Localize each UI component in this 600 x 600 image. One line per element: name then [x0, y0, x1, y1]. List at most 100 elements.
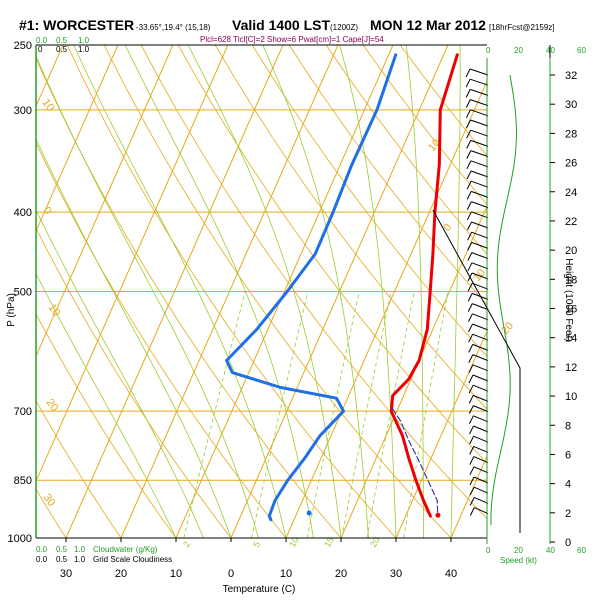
moist-adiabat-15 — [124, 45, 314, 538]
surface-point — [306, 510, 312, 516]
cloudwater-label: Cloudwater (g/Kg) — [93, 545, 158, 554]
mixing-ratio-2 — [183, 291, 246, 538]
wind-barb-flag — [469, 486, 475, 496]
pressure-tick-250: 250 — [14, 40, 32, 52]
mixing-ratio-label: 5 — [251, 540, 262, 549]
isotherm--30 — [65, 45, 284, 538]
bottom-gc-1: 0.5 — [56, 555, 68, 564]
height-tick-label: 14 — [565, 333, 577, 345]
wind-barb — [472, 354, 489, 362]
height-tick-label: 0 — [565, 537, 571, 549]
mixing-ratio-20 — [366, 291, 415, 538]
wind-barb — [471, 211, 489, 219]
surface-point — [435, 512, 441, 518]
top-green-0: 0.0 — [36, 36, 48, 45]
temp-tick-label: 30 — [60, 568, 72, 580]
y-axis-label: P (hPa) — [6, 293, 17, 327]
mixing-ratio-label: 15 — [322, 535, 336, 549]
bottom-gc-0: 0.0 — [36, 555, 48, 564]
wind-barb-flag — [468, 344, 474, 353]
temp-tick-label: 30 — [390, 568, 402, 580]
series-dewpoint — [225, 53, 398, 522]
forecast-label: [18hrFcst@2159z] — [489, 23, 554, 32]
isotherm--10 — [175, 45, 394, 538]
wind-barb — [473, 456, 489, 464]
dry-adiabat--10 — [36, 313, 177, 538]
wind-barb-flag — [467, 303, 473, 312]
wind-barb — [472, 323, 489, 331]
wind-barb-flag — [467, 242, 473, 251]
top-speed-0: 0 — [486, 46, 491, 55]
wind-barb — [473, 405, 489, 413]
height-tick-label: 16 — [565, 304, 577, 316]
wind-barb-flag — [466, 180, 472, 190]
moist-adiabat-30 — [339, 45, 397, 538]
series-parcel — [391, 408, 439, 513]
wind-barb — [471, 201, 489, 209]
wind-barb-flag — [467, 282, 473, 292]
wind-barb-flag — [469, 466, 475, 476]
isotherm-label: 10 — [40, 97, 57, 114]
dry-adiabat--20 — [36, 400, 122, 538]
wind-barb — [470, 160, 489, 168]
wind-barbs — [465, 68, 518, 525]
pressure-tick-1000: 1000 — [8, 533, 32, 545]
height-tick-label: 30 — [565, 99, 577, 111]
isotherm-label: 30 — [41, 492, 58, 509]
wind-barb-flag — [469, 476, 475, 486]
wind-barb — [473, 435, 489, 443]
wind-barb-flag — [468, 415, 474, 425]
wind-barb — [470, 99, 489, 107]
isotherm--40 — [36, 45, 229, 483]
wind-barb — [473, 445, 489, 453]
top-speed-2: 40 — [546, 46, 555, 55]
wind-barb-flag — [469, 435, 475, 445]
wind-barb — [470, 129, 489, 137]
wind-barb-flag — [466, 160, 472, 170]
dry-adiabat-100 — [325, 45, 487, 255]
wind-barb-flag — [469, 507, 475, 516]
bottom-speed-2: 40 — [546, 546, 555, 555]
height-tick-label: 32 — [565, 70, 577, 82]
pressure-tick-850: 850 — [14, 475, 32, 487]
isotherm--80 — [0, 45, 8, 538]
indices-label: Plcl=628 Tlcl[C]=2 Show=6 Pwat[cm]=1 Cap… — [200, 35, 384, 44]
wind-barb-flag — [467, 262, 473, 272]
dry-adiabat-20 — [36, 57, 342, 538]
wind-barb-flag — [469, 497, 475, 506]
height-tick-label: 2 — [565, 508, 571, 520]
station-coords: -33.65°,19.4° (15,18) — [136, 23, 211, 32]
moist-adiabat-0 — [36, 137, 232, 538]
height-tick-label: 10 — [565, 391, 577, 403]
wind-barb-flag — [469, 446, 475, 455]
moist-adiabat--10 — [36, 272, 177, 538]
mixing-ratio-5 — [251, 291, 309, 538]
wind-barb-flag — [465, 78, 471, 88]
wind-barb — [470, 109, 489, 117]
wind-barb — [474, 507, 489, 515]
wind-barb — [470, 180, 489, 188]
wind-barb-flag — [466, 201, 472, 210]
wind-barb — [471, 282, 489, 290]
wind-barb-flag — [466, 150, 472, 159]
wind-barb-flag — [465, 109, 471, 119]
wind-barb — [471, 272, 489, 280]
wind-barb — [471, 231, 489, 239]
wind-panel-border — [432, 209, 521, 533]
bottom-speed-3: 60 — [577, 546, 586, 555]
bottom-speed-1: 20 — [514, 546, 523, 555]
wind-barb-flag — [469, 456, 475, 465]
dry-adiabat-60 — [177, 45, 487, 464]
temp-tick-label: 20 — [335, 568, 347, 580]
sounding-series — [225, 53, 459, 522]
moist-adiabat-10 — [73, 45, 287, 538]
wind-barb-flag — [468, 354, 474, 363]
top-black-1: 0.5 — [56, 45, 68, 54]
wind-barb-flag — [465, 68, 471, 78]
wind-barb-flag — [466, 129, 472, 139]
mixing-ratio-15 — [341, 291, 392, 538]
x-axis-label: Temperature (C) — [223, 584, 296, 595]
wind-barb-flag — [467, 293, 473, 302]
series-temperature — [389, 53, 459, 518]
mixing-ratio-label: 10 — [287, 535, 301, 549]
